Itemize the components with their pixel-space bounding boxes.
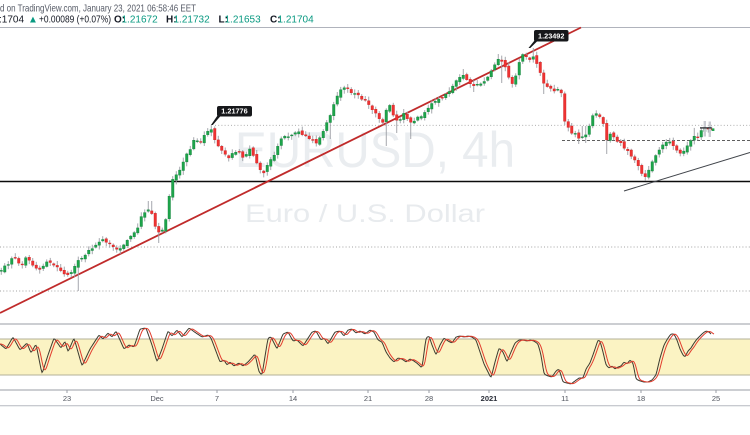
svg-text:7: 7 [215, 394, 219, 403]
svg-text::1704▲+0.00089 (+0.07%)O:1.216: :1704 ▲+0.00089 (+0.07%) O:1.21672 H:1.2173… [0, 15, 314, 26]
svg-text:1.21776: 1.21776 [221, 106, 247, 115]
svg-text:Dec: Dec [150, 394, 164, 403]
svg-text:EURUSD, 4h: EURUSD, 4h [235, 122, 515, 178]
svg-text:23: 23 [63, 394, 71, 403]
svg-text:25: 25 [712, 394, 720, 403]
svg-text:2021: 2021 [481, 394, 498, 403]
svg-text:14: 14 [289, 394, 297, 403]
svg-text:1.23492: 1.23492 [538, 31, 564, 40]
svg-text:d on TradingView.com, January: d on TradingView.com, January 23, 2021 0… [0, 3, 196, 15]
svg-text:11: 11 [561, 394, 569, 403]
svg-text:Euro / U.S. Dollar: Euro / U.S. Dollar [245, 200, 485, 228]
svg-text:18: 18 [637, 394, 645, 403]
svg-text:28: 28 [425, 394, 433, 403]
svg-text:21: 21 [364, 394, 372, 403]
